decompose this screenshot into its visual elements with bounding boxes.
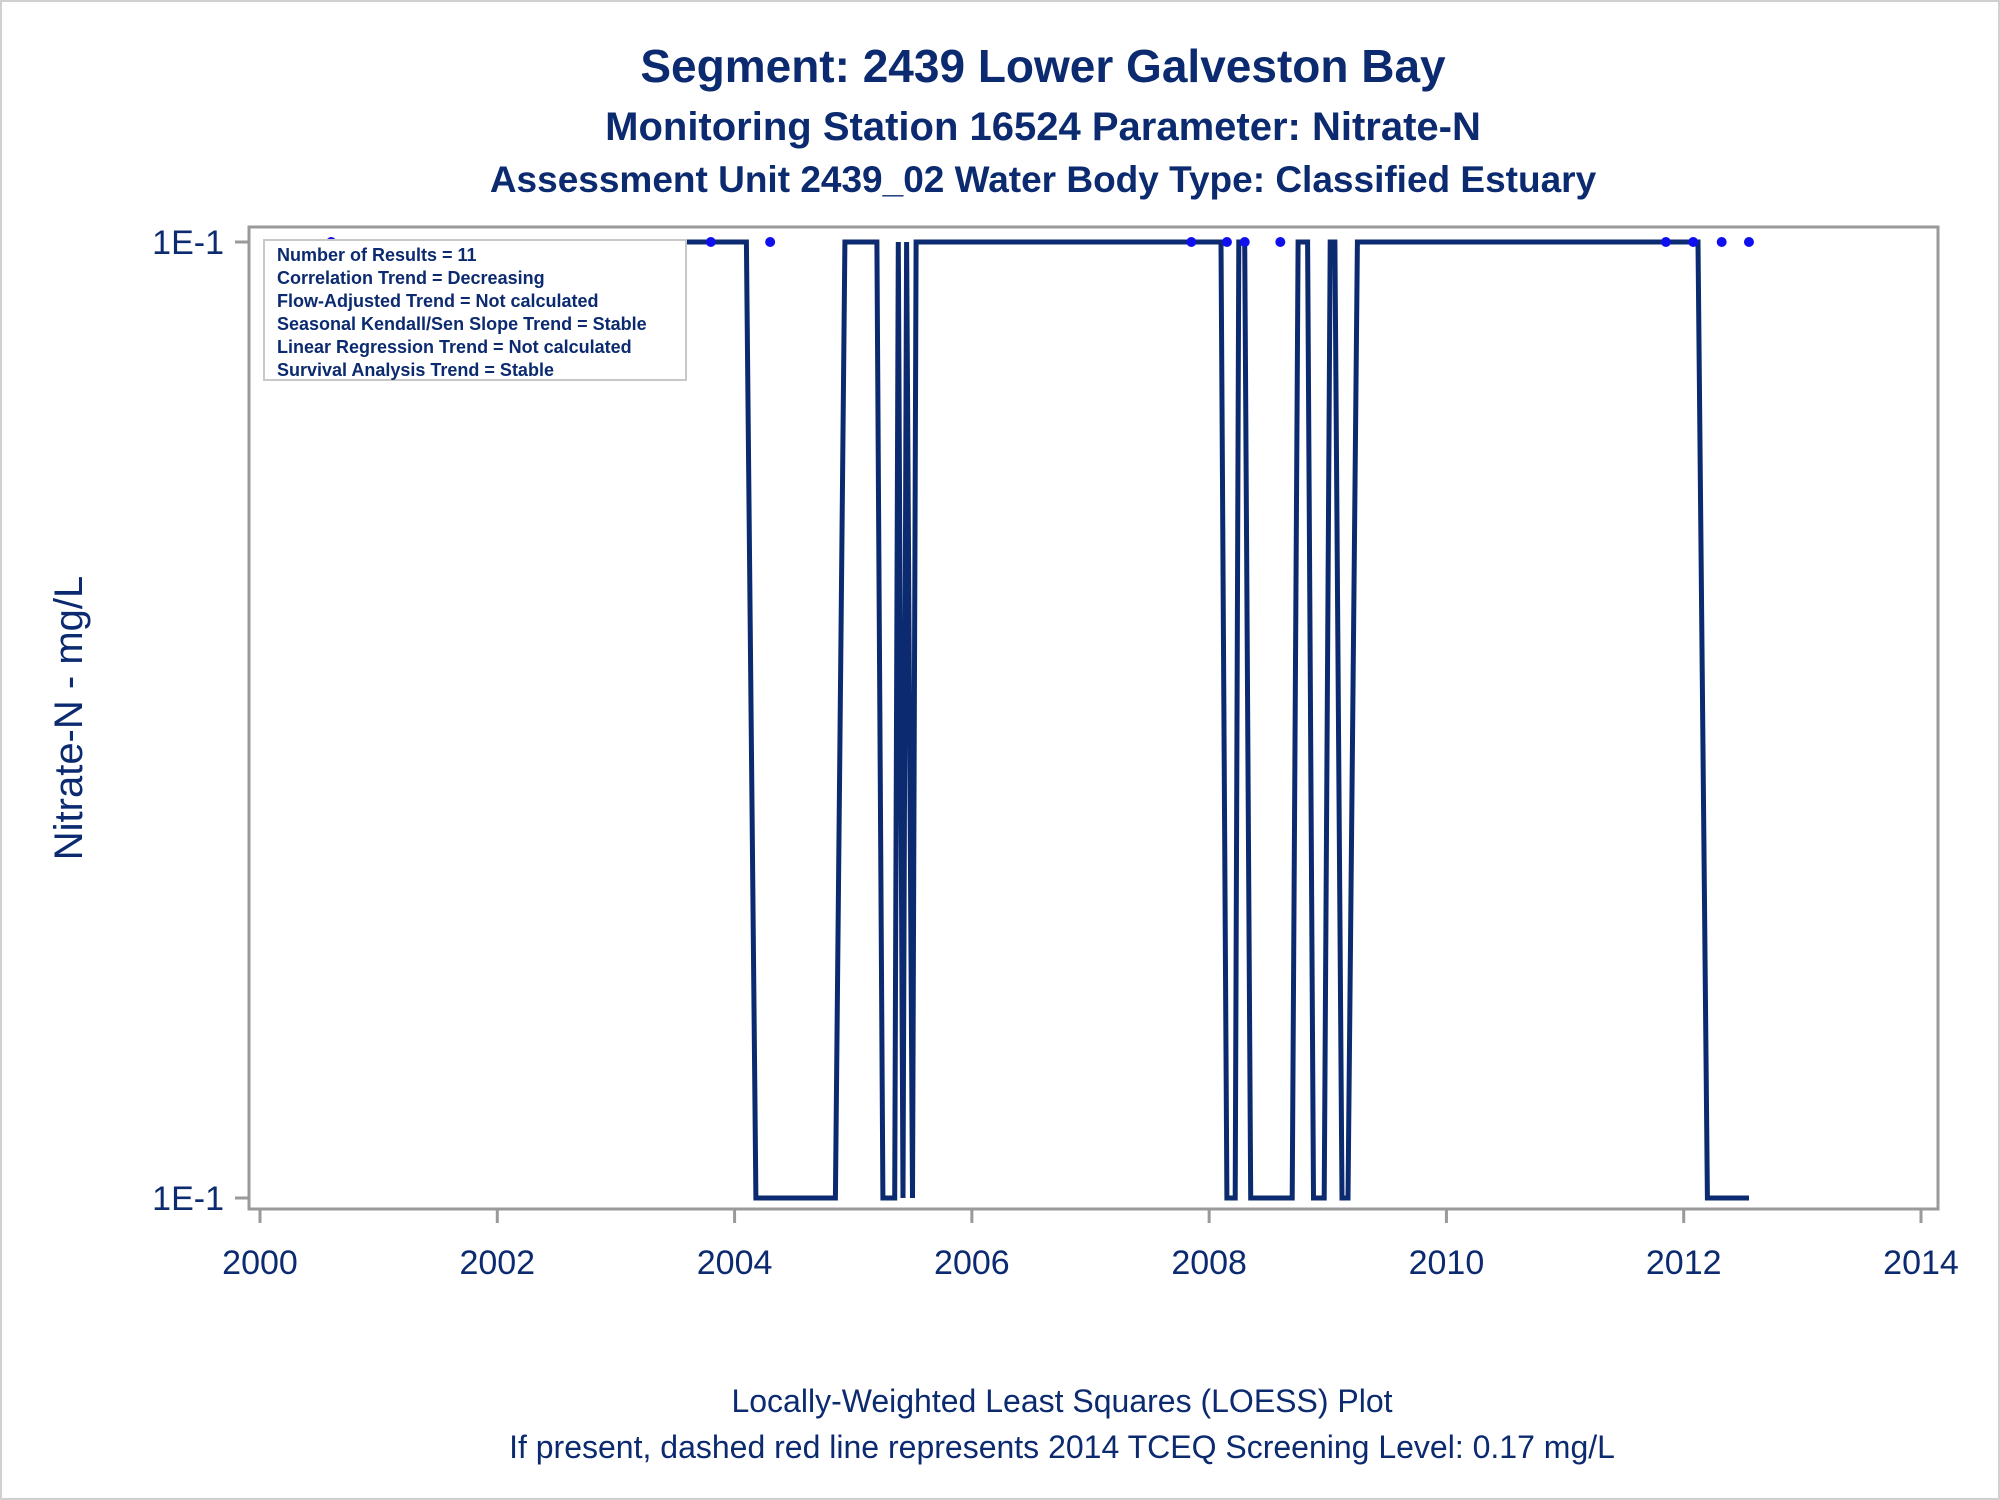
x-tick-label: 2004	[697, 1244, 773, 1282]
x-tick-label: 2014	[1883, 1244, 1959, 1282]
data-point	[1743, 237, 1754, 247]
y-tick-label: 1E-1	[152, 1180, 224, 1218]
x-tick-label: 2010	[1409, 1244, 1485, 1282]
plot-area	[247, 225, 1940, 1211]
data-point	[1275, 237, 1286, 247]
stats-line: Linear Regression Trend = Not calculated	[277, 337, 632, 357]
stats-line: Flow-Adjusted Trend = Not calculated	[277, 291, 599, 311]
footnote-loess: Locally-Weighted Least Squares (LOESS) P…	[731, 1383, 1392, 1419]
x-tick-label: 2006	[934, 1244, 1010, 1282]
data-point	[1660, 237, 1671, 247]
data-point	[705, 237, 716, 247]
loess-line	[331, 239, 1749, 1201]
x-tick-label: 2000	[222, 1244, 298, 1282]
data-point	[765, 237, 776, 247]
loess-line-group	[331, 239, 1749, 1201]
data-point	[1716, 237, 1727, 247]
x-tick-label: 2002	[459, 1244, 535, 1282]
data-point	[1186, 237, 1197, 247]
y-axis-label: Nitrate-N - mg/L	[47, 576, 91, 861]
x-tick-label: 2012	[1646, 1244, 1722, 1282]
data-point	[1239, 237, 1250, 247]
stats-box: Number of Results = 11 Correlation Trend …	[263, 239, 687, 381]
stats-line: Seasonal Kendall/Sen Slope Trend = Stabl…	[277, 314, 647, 334]
chart-subtitle-2: Assessment Unit 2439_02 Water Body Type:…	[490, 159, 1597, 200]
stats-line: Survival Analysis Trend = Stable	[277, 360, 554, 380]
stats-line: Number of Results = 11	[277, 245, 477, 265]
y-tick-label: 1E-1	[152, 224, 224, 262]
x-tick-label: 2008	[1171, 1244, 1247, 1282]
stats-box-frame	[263, 239, 687, 381]
stats-line: Correlation Trend = Decreasing	[277, 268, 545, 288]
y-axis: 1E-1 1E-1	[152, 224, 249, 1218]
x-axis: 2000 2002 2004 2006 2008 2010 2012 2014	[222, 1209, 1959, 1282]
footnote-screening-level: If present, dashed red line represents 2…	[509, 1429, 1615, 1465]
chart-title: Segment: 2439 Lower Galveston Bay	[640, 40, 1446, 92]
data-point	[1221, 237, 1232, 247]
data-point	[1688, 237, 1699, 247]
chart-subtitle: Monitoring Station 16524 Parameter: Nitr…	[605, 105, 1481, 149]
